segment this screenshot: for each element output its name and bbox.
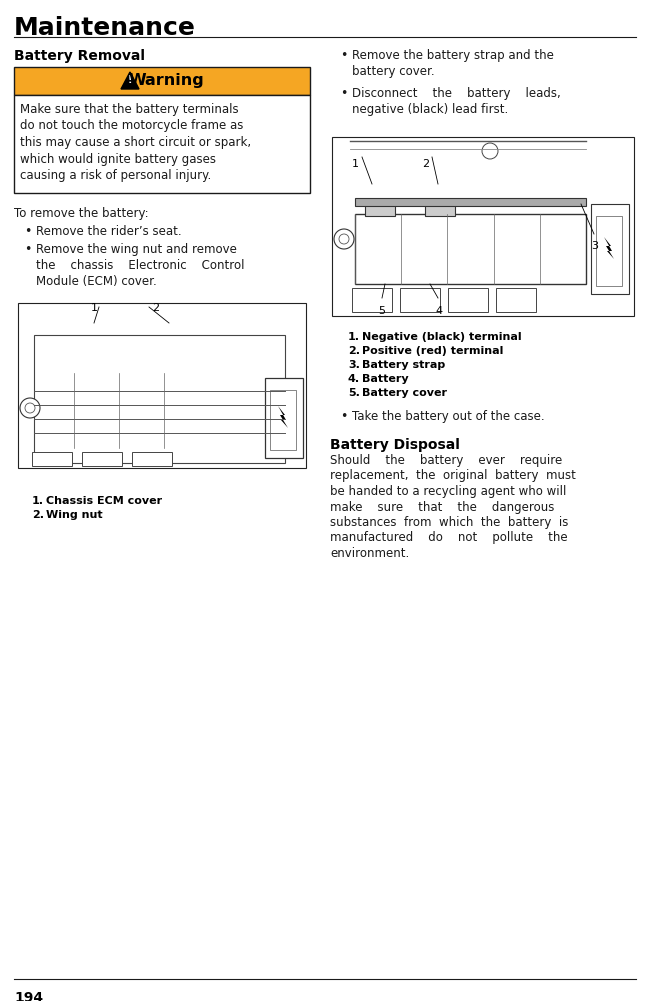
Text: 2: 2 bbox=[152, 303, 159, 313]
Text: Make sure that the battery terminals: Make sure that the battery terminals bbox=[20, 103, 239, 116]
Bar bbox=[32, 452, 72, 466]
Text: environment.: environment. bbox=[330, 547, 410, 560]
Bar bbox=[14, 95, 310, 193]
Text: 1.: 1. bbox=[32, 496, 44, 506]
Bar bbox=[14, 295, 310, 488]
Text: 2.: 2. bbox=[348, 346, 360, 356]
Bar bbox=[352, 288, 392, 312]
Text: 3: 3 bbox=[591, 241, 598, 251]
Bar bbox=[355, 198, 586, 206]
Bar bbox=[365, 204, 395, 216]
Text: the    chassis    Electronic    Control: the chassis Electronic Control bbox=[36, 259, 244, 272]
Bar bbox=[596, 216, 622, 286]
Circle shape bbox=[339, 234, 349, 244]
Bar bbox=[330, 129, 636, 324]
Bar bbox=[425, 204, 455, 216]
Bar bbox=[332, 137, 634, 316]
Text: •: • bbox=[24, 243, 31, 256]
Text: Battery: Battery bbox=[362, 374, 409, 384]
Bar bbox=[270, 390, 296, 450]
Text: •: • bbox=[24, 225, 31, 238]
Text: substances  from  which  the  battery  is: substances from which the battery is bbox=[330, 516, 568, 529]
Polygon shape bbox=[604, 237, 614, 259]
Text: 5.: 5. bbox=[348, 388, 360, 398]
Text: Battery cover: Battery cover bbox=[362, 388, 447, 398]
Text: Take the battery out of the case.: Take the battery out of the case. bbox=[352, 410, 545, 423]
Circle shape bbox=[25, 403, 35, 413]
Text: 2.: 2. bbox=[32, 510, 44, 520]
Bar bbox=[82, 452, 122, 466]
Text: be handed to a recycling agent who will: be handed to a recycling agent who will bbox=[330, 485, 566, 498]
Circle shape bbox=[334, 229, 354, 249]
Text: this may cause a short circuit or spark,: this may cause a short circuit or spark, bbox=[20, 136, 251, 149]
Text: 4: 4 bbox=[435, 306, 442, 316]
Text: Negative (black) terminal: Negative (black) terminal bbox=[362, 332, 521, 342]
Text: battery cover.: battery cover. bbox=[352, 65, 435, 78]
Text: Should    the    battery    ever    require: Should the battery ever require bbox=[330, 454, 562, 467]
Polygon shape bbox=[121, 72, 139, 89]
Text: Disconnect    the    battery    leads,: Disconnect the battery leads, bbox=[352, 87, 561, 100]
Text: 2: 2 bbox=[422, 159, 429, 169]
Text: •: • bbox=[340, 410, 347, 423]
Text: •: • bbox=[340, 87, 347, 100]
Text: 3.: 3. bbox=[348, 360, 360, 370]
Text: Remove the wing nut and remove: Remove the wing nut and remove bbox=[36, 243, 237, 256]
Text: manufactured    do    not    pollute    the: manufactured do not pollute the bbox=[330, 532, 567, 545]
Bar bbox=[132, 452, 172, 466]
Bar bbox=[496, 288, 536, 312]
Text: 1: 1 bbox=[91, 303, 98, 313]
Circle shape bbox=[20, 398, 40, 418]
Text: 1: 1 bbox=[352, 159, 359, 169]
Bar bbox=[265, 378, 303, 458]
Text: make    sure    that    the    dangerous: make sure that the dangerous bbox=[330, 500, 554, 514]
Polygon shape bbox=[278, 406, 288, 428]
Text: Module (ECM) cover.: Module (ECM) cover. bbox=[36, 275, 157, 288]
Bar bbox=[355, 214, 586, 284]
Bar bbox=[591, 204, 629, 294]
Bar bbox=[400, 288, 440, 312]
Text: Remove the rider’s seat.: Remove the rider’s seat. bbox=[36, 225, 181, 238]
Circle shape bbox=[482, 143, 498, 159]
Text: Warning: Warning bbox=[128, 72, 204, 87]
Bar bbox=[14, 67, 310, 95]
Text: which would ignite battery gases: which would ignite battery gases bbox=[20, 152, 216, 165]
Text: Battery Removal: Battery Removal bbox=[14, 49, 145, 63]
Text: Chassis ECM cover: Chassis ECM cover bbox=[46, 496, 162, 506]
Text: Remove the battery strap and the: Remove the battery strap and the bbox=[352, 49, 554, 62]
Text: 194: 194 bbox=[14, 991, 43, 1001]
Text: Maintenance: Maintenance bbox=[14, 16, 196, 40]
Text: negative (black) lead first.: negative (black) lead first. bbox=[352, 103, 508, 116]
Text: do not touch the motorcycle frame as: do not touch the motorcycle frame as bbox=[20, 119, 243, 132]
Bar bbox=[18, 303, 306, 468]
Text: Battery Disposal: Battery Disposal bbox=[330, 438, 460, 452]
Text: causing a risk of personal injury.: causing a risk of personal injury. bbox=[20, 169, 211, 182]
Text: To remove the battery:: To remove the battery: bbox=[14, 207, 149, 220]
Text: Positive (red) terminal: Positive (red) terminal bbox=[362, 346, 503, 356]
Text: replacement,  the  original  battery  must: replacement, the original battery must bbox=[330, 469, 576, 482]
Text: 5: 5 bbox=[378, 306, 385, 316]
Text: 1.: 1. bbox=[348, 332, 360, 342]
Text: Wing nut: Wing nut bbox=[46, 510, 103, 520]
Text: !: ! bbox=[128, 75, 132, 85]
Text: Battery strap: Battery strap bbox=[362, 360, 445, 370]
Text: •: • bbox=[340, 49, 347, 62]
Bar bbox=[448, 288, 488, 312]
Text: 4.: 4. bbox=[348, 374, 360, 384]
Bar bbox=[34, 335, 285, 463]
